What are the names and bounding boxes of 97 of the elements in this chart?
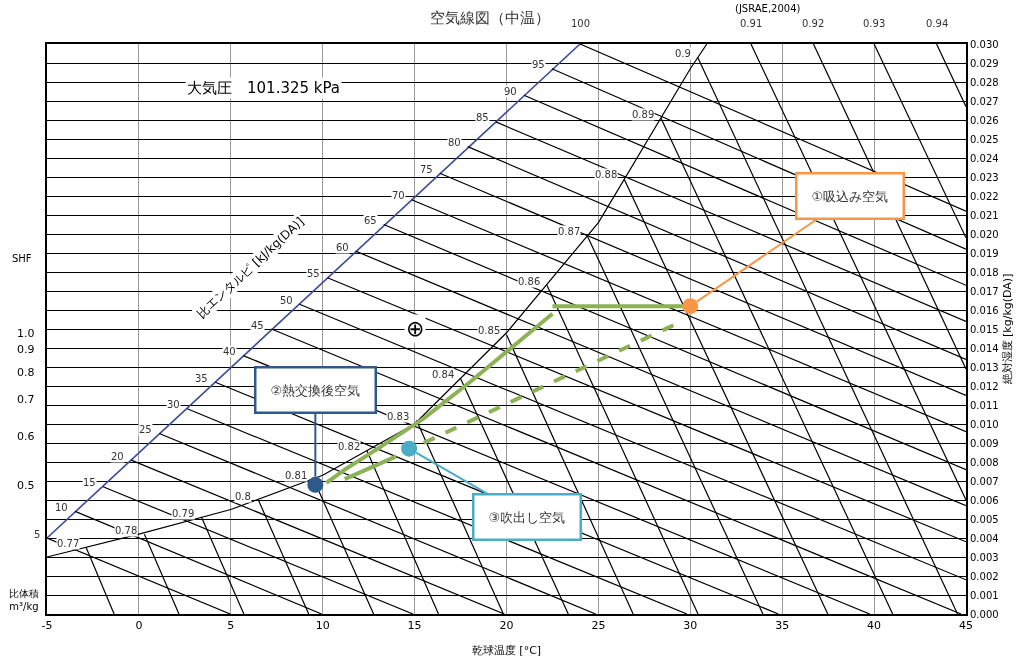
y-tick-label: 0.023 [970, 171, 999, 183]
series-label: 0.94 [926, 18, 949, 29]
x-tick-label: 35 [775, 619, 790, 633]
x-tick-label: 30 [683, 619, 698, 633]
annotation: 大気圧 101.325 kPa [187, 79, 341, 97]
annotation: ②熱交換後空気 [270, 382, 361, 398]
series-label: 0.85 [478, 325, 501, 336]
series-label: 0.83 [387, 411, 410, 422]
y-tick-label: 0.003 [970, 551, 999, 563]
x-tick-label: 40 [867, 619, 882, 633]
text: 0.9 [17, 343, 35, 356]
y-tick-label: 0.011 [970, 399, 999, 411]
series-label: 30 [167, 399, 180, 410]
series-label: 60 [336, 242, 349, 253]
series-label: 20 [111, 451, 124, 462]
text: (JSRAE,2004) [735, 3, 801, 14]
y-tick-label: 0.005 [970, 513, 999, 525]
x-axis-title: 乾球温度 [°C] [471, 643, 542, 657]
text: 0.5 [17, 479, 35, 492]
text: 0.6 [17, 430, 35, 443]
series-label: 50 [280, 295, 293, 306]
y-tick-label: 0.017 [970, 285, 999, 297]
series-label: 40 [223, 346, 236, 357]
series-label: 95 [532, 59, 545, 70]
series-label: 65 [364, 215, 377, 226]
series-label: 5 [34, 529, 41, 540]
series-label: 15 [83, 477, 96, 488]
y-tick-label: 0.022 [970, 190, 999, 202]
x-tick-label: -5 [41, 619, 53, 633]
text: 比体積 m³/kg [9, 588, 39, 612]
series-label: 0.78 [115, 525, 138, 536]
series-label: 0.82 [338, 441, 361, 452]
text: 0.7 [17, 393, 35, 406]
series-label: 0.93 [863, 18, 886, 29]
series-label: 0.91 [740, 18, 763, 29]
series-label: 75 [420, 164, 433, 175]
x-tick-label: 25 [591, 619, 606, 633]
x-tick-label: 10 [315, 619, 330, 633]
series-label: 0.8 [235, 491, 251, 502]
x-tick-label: 20 [499, 619, 514, 633]
y-tick-label: 0.018 [970, 266, 999, 278]
series-label: 45 [251, 320, 264, 331]
series-label: 80 [448, 137, 461, 148]
series-label: 0.86 [518, 276, 541, 287]
y-tick-label: 0.008 [970, 456, 999, 468]
text: 0.8 [17, 366, 35, 379]
series-label: 0.79 [172, 508, 195, 519]
series-label: 70 [392, 190, 405, 201]
y-tick-label: 0.009 [970, 437, 999, 449]
series-label: 0.81 [285, 470, 308, 481]
y-tick-label: 0.006 [970, 494, 999, 506]
y-tick-label: 0.028 [970, 76, 999, 88]
series-label: 0.87 [558, 226, 581, 237]
y-tick-label: 0.019 [970, 247, 999, 259]
y-tick-label: 0.021 [970, 209, 999, 221]
annotation: ⊕ [406, 316, 425, 341]
y-tick-label: 0.027 [970, 95, 999, 107]
series-label: 0.89 [632, 109, 655, 120]
series-label: 35 [195, 373, 208, 384]
y-tick-label: 0.024 [970, 152, 999, 164]
series-label: 25 [139, 424, 152, 435]
series-label: 10 [55, 502, 68, 513]
series-label: 0.9 [675, 48, 691, 59]
annotation: ①吸込み空気 [811, 188, 889, 204]
series-label: 90 [504, 86, 517, 97]
y-tick-label: 0.002 [970, 570, 999, 582]
y-tick-label: 0.025 [970, 133, 999, 145]
y-tick-label: 0.020 [970, 228, 999, 240]
y-tick-label: 0.029 [970, 57, 999, 69]
x-tick-label: 45 [959, 619, 973, 633]
y-tick-label: 0.030 [970, 38, 999, 50]
y-tick-label: 0.000 [970, 608, 999, 620]
text: SHF [12, 253, 32, 264]
series-label: 0.77 [57, 538, 80, 549]
series-label: 0.88 [595, 169, 618, 180]
y-tick-label: 0.014 [970, 342, 999, 354]
y-tick-label: 0.001 [970, 589, 999, 601]
chart-title: 空気線図（中温） [430, 9, 550, 28]
x-tick-label: 5 [227, 619, 235, 633]
text: 1.0 [17, 327, 35, 340]
y-tick-label: 0.016 [970, 304, 999, 316]
series-label: 85 [476, 112, 489, 123]
y-tick-label: 0.004 [970, 532, 999, 544]
y-tick-label: 0.015 [970, 323, 999, 335]
x-tick-label: 15 [407, 619, 422, 633]
y-tick-label: 0.012 [970, 380, 999, 392]
y-axis-title: 絶対湿度 [kg/kg(DA)] [1001, 273, 1015, 386]
series-label: 55 [307, 268, 320, 279]
y-tick-label: 0.013 [970, 361, 999, 373]
series-label: 0.84 [432, 369, 455, 380]
series-label: 0.92 [802, 18, 825, 29]
y-tick-label: 0.026 [970, 114, 999, 126]
y-tick-label: 0.010 [970, 418, 999, 430]
annotation: ③吹出し空気 [488, 509, 566, 525]
y-tick-label: 0.007 [970, 475, 999, 487]
x-tick-label: 0 [135, 619, 143, 633]
series-label: 100 [571, 18, 591, 29]
